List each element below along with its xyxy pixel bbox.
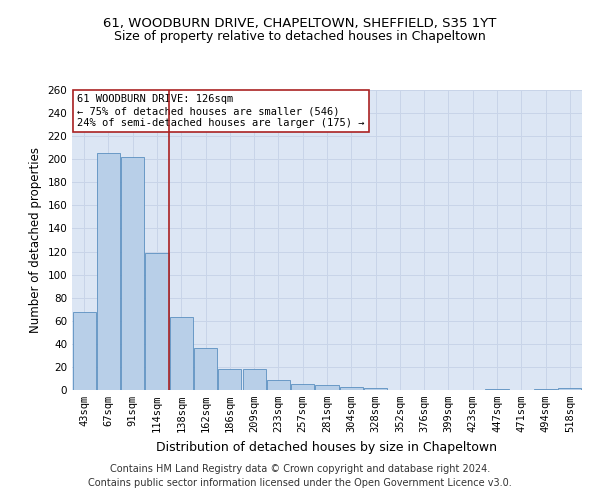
Bar [485, 389, 509, 390]
Y-axis label: Number of detached properties: Number of detached properties [29, 147, 42, 333]
Bar [364, 388, 387, 390]
Bar [97, 154, 120, 390]
Bar [534, 389, 557, 390]
Text: 61, WOODBURN DRIVE, CHAPELTOWN, SHEFFIELD, S35 1YT: 61, WOODBURN DRIVE, CHAPELTOWN, SHEFFIEL… [103, 18, 497, 30]
Bar [267, 380, 290, 390]
Bar [316, 386, 338, 390]
X-axis label: Distribution of detached houses by size in Chapeltown: Distribution of detached houses by size … [157, 440, 497, 454]
Text: Contains HM Land Registry data © Crown copyright and database right 2024.
Contai: Contains HM Land Registry data © Crown c… [88, 464, 512, 487]
Bar [121, 157, 144, 390]
Bar [559, 388, 581, 390]
Bar [218, 369, 241, 390]
Bar [194, 348, 217, 390]
Bar [145, 252, 169, 390]
Text: Size of property relative to detached houses in Chapeltown: Size of property relative to detached ho… [114, 30, 486, 43]
Bar [242, 369, 266, 390]
Text: 61 WOODBURN DRIVE: 126sqm
← 75% of detached houses are smaller (546)
24% of semi: 61 WOODBURN DRIVE: 126sqm ← 75% of detac… [77, 94, 365, 128]
Bar [170, 318, 193, 390]
Bar [291, 384, 314, 390]
Bar [340, 386, 363, 390]
Bar [73, 312, 95, 390]
